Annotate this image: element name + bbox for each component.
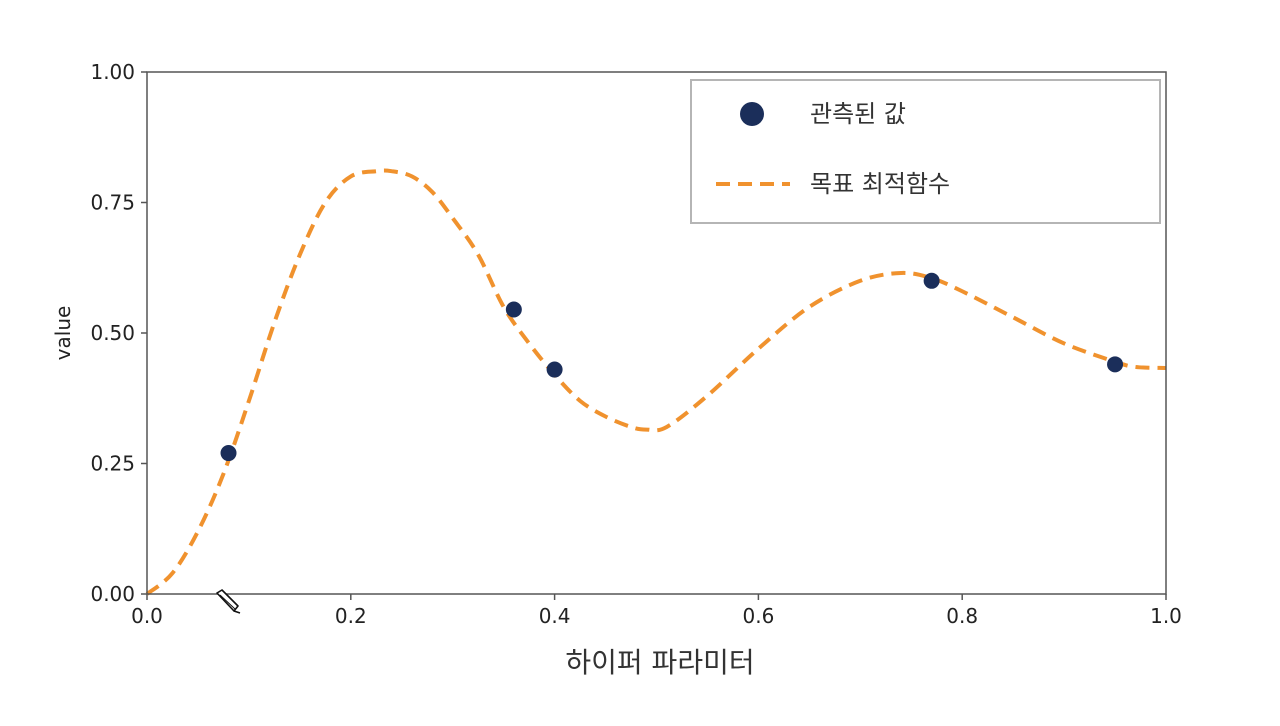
legend-label-observed: 관측된 값 [810,100,906,128]
legend-marker-observed [740,102,764,126]
objective-function-line [145,168,1167,596]
x-tick-label: 0.4 [539,604,571,628]
y-tick-label: 0.25 [90,452,135,476]
y-tick-label: 1.00 [90,60,135,84]
plot-frame [146,71,1167,595]
y-tick-label: 0.00 [90,582,135,606]
x-tick-label: 1.0 [1150,604,1182,628]
y-tick-label: 0.50 [90,321,135,345]
observed-point [923,272,940,289]
observed-point [505,301,522,318]
x-tick-label: 0.0 [131,604,163,628]
observed-point [1107,356,1124,373]
x-tick-label: 0.8 [946,604,978,628]
x-tick-label: 0.6 [742,604,774,628]
y-tick-label: 0.75 [90,191,135,215]
observed-point [220,445,237,462]
legend-label-objective: 목표 최적함수 [810,170,950,198]
observed-point [546,361,563,378]
x-axis-label: 하이퍼 파라미터 [565,646,754,679]
series-layer [145,168,1167,596]
legend: 관측된 값 목표 최적함수 [690,79,1161,224]
x-tick-label: 0.2 [335,604,367,628]
y-axis-label: value [51,306,75,361]
pencil-cursor-icon [216,589,241,614]
legend-box [690,79,1161,224]
ticks-layer: 0.0 0.2 0.4 0.6 0.8 1.0 0.00 0.25 0.50 0.75 1.00 [90,60,1181,628]
